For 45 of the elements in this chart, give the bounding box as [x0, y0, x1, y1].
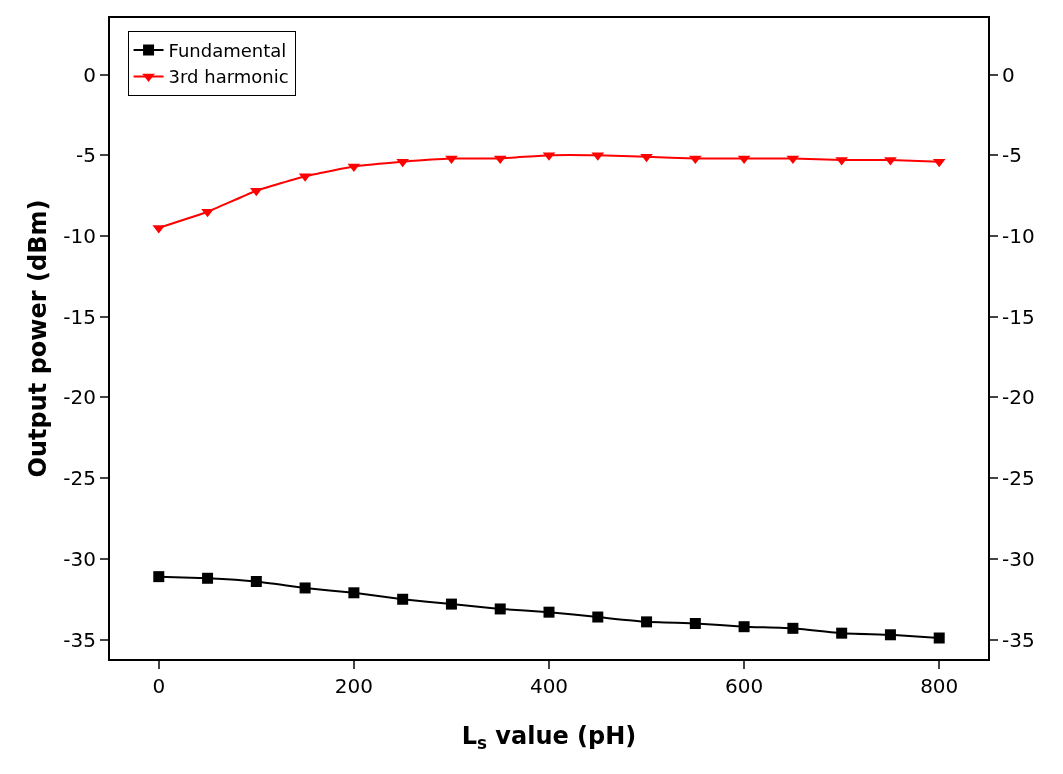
y2-tick-label: -30	[1002, 546, 1035, 571]
point	[787, 622, 799, 634]
point	[543, 606, 555, 618]
point	[836, 627, 848, 639]
x-axis-title: L$_{s}$ value (pH)	[461, 721, 637, 753]
point	[348, 587, 360, 599]
y-tick-label: -20	[63, 385, 96, 410]
y2-tick-label: -20	[1002, 385, 1035, 410]
point	[592, 611, 604, 623]
y-tick-label: -30	[63, 546, 96, 571]
point	[153, 571, 165, 583]
legend-label: 3rd harmonic	[168, 66, 289, 88]
point	[494, 603, 506, 615]
x-tick-label: 0	[152, 674, 166, 698]
point	[641, 616, 653, 628]
point	[250, 576, 262, 587]
point	[299, 582, 311, 594]
point	[884, 629, 896, 641]
x-tick-label: 800	[920, 674, 959, 698]
x-tick-label: 200	[334, 674, 373, 698]
point	[445, 598, 457, 610]
point	[396, 158, 410, 168]
point	[347, 163, 361, 173]
y-tick-label: -5	[76, 143, 96, 168]
point	[397, 593, 409, 605]
x-tick-label: 600	[725, 674, 764, 698]
y2-tick-label: 0	[1002, 62, 1015, 87]
point	[738, 621, 750, 633]
y2-tick-label: -15	[1002, 304, 1035, 329]
point	[202, 572, 214, 584]
y-tick-label: 0	[83, 62, 96, 87]
y2-tick-label: -10	[1002, 223, 1035, 248]
point	[932, 158, 946, 168]
point	[689, 617, 701, 629]
y-tick-label: -10	[63, 223, 96, 248]
point	[933, 632, 945, 644]
y-axis-title: Output power (dBm)	[23, 199, 52, 478]
y-tick-label: -35	[63, 627, 96, 652]
y2-tick-label: -5	[1002, 143, 1022, 168]
y2-tick-label: -25	[1002, 466, 1035, 491]
x-tick-label: 400	[529, 674, 569, 698]
y-tick-label: -15	[63, 304, 96, 329]
y2-tick-label: -35	[1002, 627, 1035, 652]
y-tick-label: -25	[63, 466, 96, 491]
legend-label: Fundamental	[168, 40, 287, 62]
